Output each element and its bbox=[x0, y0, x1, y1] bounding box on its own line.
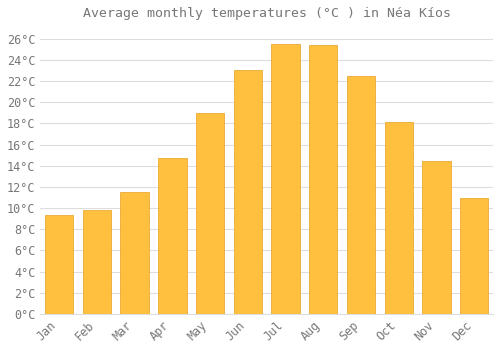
Bar bbox=[158, 158, 186, 314]
Bar bbox=[460, 198, 488, 314]
Bar bbox=[83, 210, 111, 314]
Bar bbox=[234, 70, 262, 314]
Bar bbox=[196, 113, 224, 314]
Bar bbox=[272, 44, 299, 314]
Bar bbox=[120, 192, 149, 314]
Bar bbox=[347, 76, 375, 314]
Bar bbox=[384, 122, 413, 314]
Bar bbox=[45, 216, 74, 314]
Title: Average monthly temperatures (°C ) in Néa Kíos: Average monthly temperatures (°C ) in Né… bbox=[82, 7, 450, 20]
Bar bbox=[309, 45, 338, 314]
Bar bbox=[422, 161, 450, 314]
